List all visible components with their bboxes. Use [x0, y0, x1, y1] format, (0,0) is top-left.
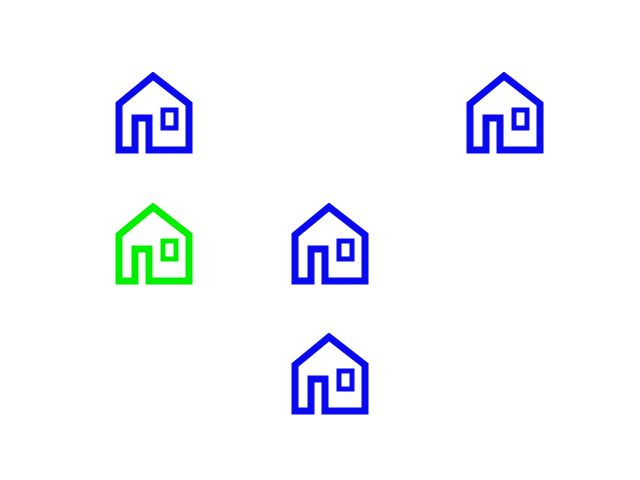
house-glyph — [115, 203, 193, 285]
house-outline — [115, 203, 193, 285]
house-icon-selected[interactable] — [115, 203, 193, 285]
house-outline — [291, 333, 369, 415]
house-glyph — [115, 72, 193, 154]
house-window — [160, 238, 179, 262]
house-icon[interactable] — [115, 72, 193, 154]
house-icon[interactable] — [291, 203, 369, 285]
house-outline — [291, 203, 369, 285]
house-glyph — [466, 72, 544, 154]
house-window — [336, 238, 355, 262]
house-window — [511, 107, 530, 131]
house-glyph — [291, 333, 369, 415]
house-icon[interactable] — [466, 72, 544, 154]
house-window — [160, 107, 179, 131]
house-icon[interactable] — [291, 333, 369, 415]
house-outline — [115, 72, 193, 154]
house-glyph — [291, 203, 369, 285]
house-outline — [466, 72, 544, 154]
house-window — [336, 368, 355, 392]
